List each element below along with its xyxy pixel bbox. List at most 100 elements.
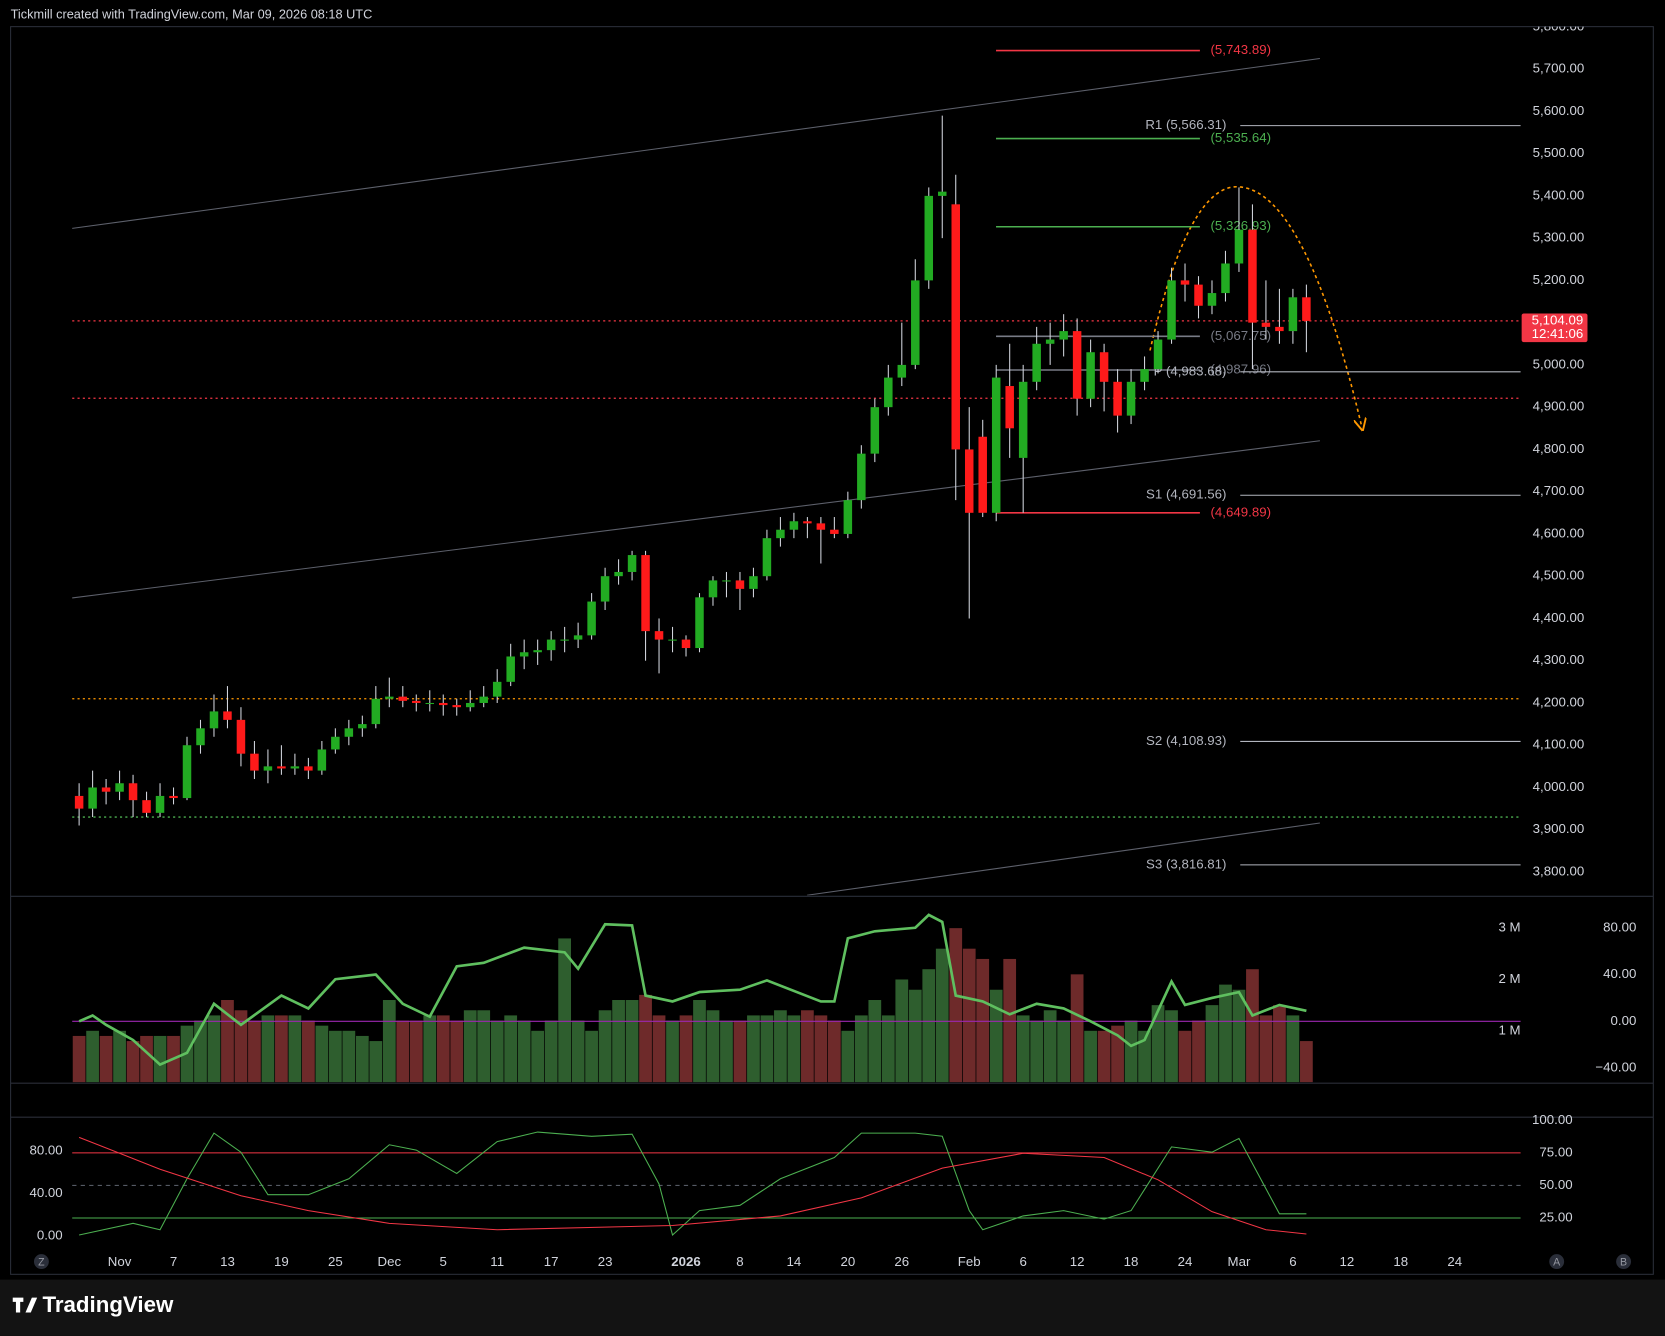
candle-body (560, 639, 569, 641)
candle-body (506, 656, 515, 682)
channel-line (72, 440, 1320, 599)
volume-bar (302, 1020, 315, 1083)
x-tick-label: Mar (1228, 1254, 1251, 1269)
candle-body (1248, 229, 1257, 323)
volume-bar (463, 1010, 477, 1083)
candle-body (830, 529, 839, 534)
button-label[interactable]: Z (38, 1256, 45, 1268)
volume-tick-label: 3 M (1498, 920, 1520, 935)
level-label: (4,987.96) (1211, 361, 1271, 376)
volume-tick-label: 1 M (1498, 1022, 1520, 1037)
volume-bar (922, 969, 936, 1083)
x-tick-label: 6 (1289, 1254, 1296, 1269)
candle-body (1194, 284, 1203, 306)
candle-body (358, 724, 367, 729)
volume-bar (477, 1010, 491, 1083)
volume-bar (1111, 1025, 1124, 1083)
candle-body (452, 705, 461, 708)
chart-frame (10, 26, 1654, 1275)
y-tick-label: 4,100.00 (1533, 737, 1585, 752)
drawings (72, 57, 1361, 896)
volume-bar (1246, 969, 1259, 1083)
volume-bar (706, 1010, 720, 1083)
candle-body (1302, 297, 1311, 321)
volume-bar (935, 948, 949, 1083)
header: Tickmill created with TradingView.com, M… (11, 6, 373, 21)
volume-bar (396, 1020, 410, 1083)
volume-bar (760, 1015, 774, 1083)
candle-body (1180, 280, 1190, 285)
candle-body (695, 597, 704, 649)
volume-bar (679, 1015, 693, 1083)
volume-bar (1084, 1030, 1097, 1083)
volume-bar (693, 1000, 706, 1083)
candle-body (627, 555, 637, 572)
candle-body (304, 766, 313, 771)
candle-body (573, 635, 583, 640)
button[interactable] (33, 1254, 49, 1270)
volume-bar (126, 1041, 140, 1083)
cci-tick-label: 80.00 (1603, 919, 1636, 934)
y-tick-label: 4,300.00 (1533, 652, 1585, 667)
volume-bar (1273, 1005, 1286, 1083)
volume-bar (1003, 958, 1017, 1083)
candle-body (88, 787, 97, 809)
y-tick-label: 3,900.00 (1533, 821, 1585, 836)
candle-body (465, 702, 475, 708)
candle-body (1045, 339, 1055, 344)
volume-bar (72, 1035, 86, 1083)
volume-bar (571, 1020, 585, 1083)
volume-bar (598, 1010, 612, 1083)
x-tick-label: 7 (170, 1254, 177, 1269)
candle-body (614, 571, 623, 577)
volume-bar (1030, 1020, 1044, 1083)
candle-body (425, 702, 435, 705)
y-tick-label: 4,200.00 (1533, 694, 1585, 709)
candle-body (870, 407, 880, 454)
level-label: (5,535.64) (1211, 130, 1271, 145)
stoch-y2-tick-label: 25.00 (1539, 1210, 1572, 1225)
volume-bar (153, 1035, 167, 1083)
y-tick-label: 5,400.00 (1533, 187, 1585, 202)
candle-body (816, 523, 826, 530)
price-tag-label: 5,104.09 (1532, 312, 1584, 327)
candle-body (182, 745, 192, 799)
volume-bar (248, 1020, 261, 1083)
stoch-line (78, 1136, 1307, 1235)
candle-body (236, 719, 246, 754)
candle-body (331, 736, 340, 750)
candle-body (115, 783, 124, 792)
volume-bar (1192, 1020, 1205, 1083)
volume-bar (355, 1035, 369, 1083)
button[interactable] (1616, 1254, 1632, 1270)
volume-bar (1165, 1010, 1178, 1083)
candle-body (519, 652, 529, 657)
candle-body (223, 711, 232, 720)
volume-bar (787, 1015, 801, 1083)
candle-body (708, 580, 718, 598)
x-tick-label: 2026 (671, 1254, 701, 1269)
volume-bar (221, 1000, 234, 1083)
candle-body (412, 700, 421, 703)
x-tick-label: 24 (1178, 1254, 1193, 1269)
button-label[interactable]: B (1620, 1256, 1627, 1268)
candle-body (142, 800, 151, 813)
pivot-label: S2 (4,108.93) (1146, 733, 1226, 748)
candle-body (1126, 381, 1136, 416)
x-tick-label: 23 (598, 1254, 613, 1269)
candle-body (654, 631, 664, 640)
candle-body (263, 766, 273, 771)
volume-bar (585, 1030, 598, 1083)
y-tick-label: 5,200.00 (1533, 272, 1585, 287)
button[interactable] (1549, 1254, 1565, 1270)
pivot-label: R1 (5,566.31) (1145, 117, 1226, 132)
candle-body (1207, 293, 1217, 306)
y-tick-label: 5,700.00 (1533, 61, 1585, 76)
button-label[interactable]: A (1553, 1256, 1561, 1268)
stoch-tick-label: 0.00 (37, 1228, 63, 1243)
candle-body (1005, 386, 1014, 429)
volume-bar (774, 1010, 787, 1083)
candle-body (533, 650, 542, 653)
candle-body (209, 711, 219, 729)
x-tick-label: 17 (544, 1254, 559, 1269)
